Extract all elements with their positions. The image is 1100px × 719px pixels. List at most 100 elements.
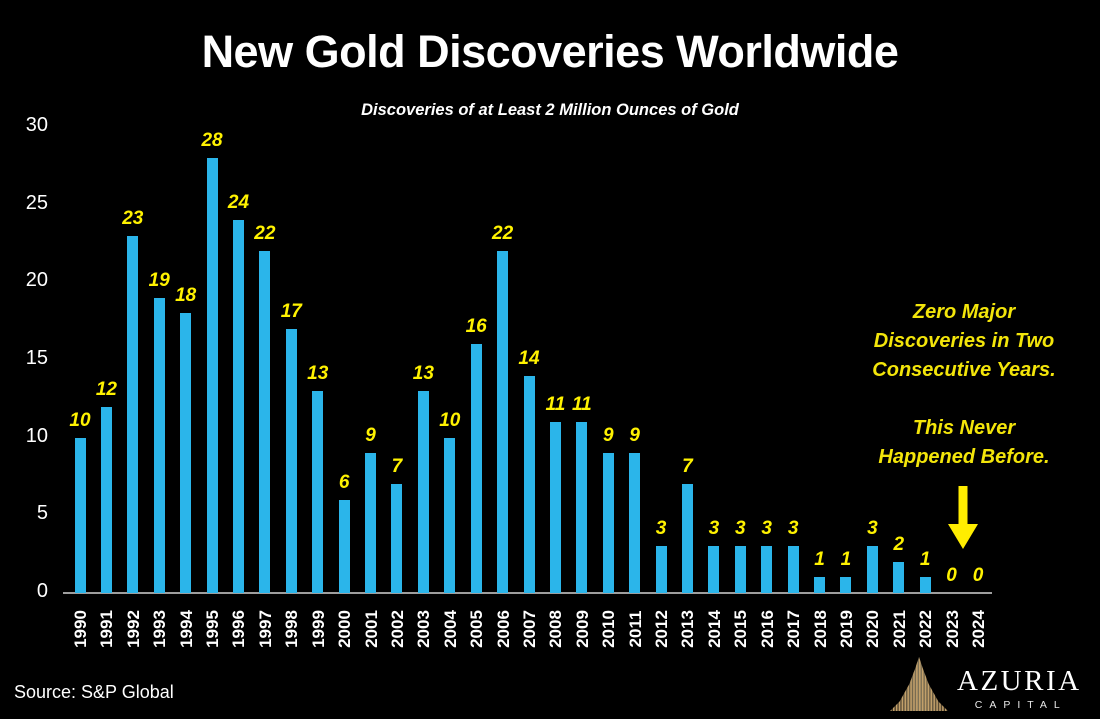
bar-1997 — [259, 251, 271, 593]
x-tick-label: 2005 — [467, 610, 487, 648]
annotation-block: Zero Major Discoveries in Two Consecutiv… — [856, 298, 1072, 472]
annotation-paragraph-1: Zero Major Discoveries in Two Consecutiv… — [856, 298, 1072, 385]
bar-value-label: 3 — [708, 518, 720, 540]
bar-value-label: 19 — [148, 269, 170, 291]
bar-value-label: 11 — [545, 394, 566, 416]
bar-2017 — [787, 546, 799, 593]
bar-2020 — [866, 546, 878, 593]
x-tick-label: 1996 — [229, 610, 249, 648]
company-logo: AZURIA CAPITAL — [890, 657, 1082, 711]
x-tick-label: 1998 — [282, 610, 302, 648]
x-tick-label: 1993 — [150, 610, 170, 648]
bar-value-label: 0 — [972, 565, 984, 586]
x-tick-label: 1992 — [123, 610, 143, 648]
bar-2010 — [602, 453, 614, 593]
bar-1995 — [206, 158, 218, 593]
gold-peak-rays-icon — [890, 657, 948, 711]
x-tick-label: 2004 — [440, 610, 460, 648]
bar-value-label: 9 — [365, 425, 376, 447]
bar-2007 — [523, 375, 535, 593]
bar-value-label: 16 — [465, 316, 487, 338]
bar-2018 — [814, 577, 826, 593]
annotation-line: Zero Major — [912, 301, 1016, 323]
bar-2012 — [655, 546, 667, 593]
x-tick-label: 2015 — [731, 610, 751, 648]
bar-2003 — [417, 391, 429, 593]
bar-value-label: 1 — [919, 549, 931, 571]
logo-name: AZURIA — [957, 665, 1082, 697]
x-tick-label: 2016 — [757, 610, 777, 648]
bar-2016 — [761, 546, 773, 593]
x-tick-label: 2010 — [599, 610, 619, 648]
y-tick-label: 25 — [25, 191, 48, 214]
bar-value-label: 1 — [814, 549, 825, 571]
annotation-line: Happened Before. — [878, 446, 1050, 468]
bar-value-label: 10 — [439, 409, 461, 431]
bar-2001 — [365, 453, 377, 593]
x-tick-label: 2008 — [546, 610, 566, 648]
bar-1994 — [180, 313, 192, 593]
annotation-line: This Never — [912, 417, 1016, 439]
bar-value-label: 3 — [655, 518, 667, 540]
y-tick-label: 10 — [25, 424, 48, 447]
x-tick-label: 2001 — [361, 610, 381, 648]
bar-2002 — [391, 484, 403, 593]
y-tick-label: 5 — [36, 502, 48, 525]
x-tick-label: 2020 — [863, 610, 883, 648]
bar-1998 — [285, 328, 297, 593]
bar-2021 — [893, 561, 905, 593]
x-tick-label: 2009 — [572, 610, 592, 648]
bar-value-label: 6 — [338, 471, 350, 493]
bar-2019 — [840, 577, 852, 593]
bar-value-label: 18 — [175, 285, 197, 307]
bar-value-label: 2 — [893, 533, 905, 555]
bar-value-label: 23 — [122, 207, 144, 229]
x-tick-label: 1997 — [255, 610, 275, 648]
x-tick-label: 2007 — [520, 610, 539, 648]
x-tick-label: 2002 — [387, 610, 407, 648]
bar-value-label: 17 — [280, 300, 302, 322]
x-tick-label: 2017 — [784, 610, 804, 648]
bar-1996 — [232, 220, 244, 593]
bar-value-label: 9 — [629, 425, 640, 447]
bar-value-label: 3 — [735, 518, 746, 540]
y-tick-label: 15 — [25, 347, 48, 369]
bar-value-label: 13 — [412, 363, 434, 385]
bar-1990 — [74, 437, 86, 593]
bar-value-label: 22 — [254, 223, 276, 245]
bar-2013 — [681, 484, 693, 593]
bar-value-label: 7 — [682, 456, 693, 478]
x-tick-label: 2018 — [810, 610, 830, 648]
bar-1999 — [312, 391, 324, 593]
bar-1993 — [153, 297, 165, 593]
x-tick-label: 1994 — [176, 610, 196, 648]
annotation-line: Discoveries in Two — [873, 330, 1055, 352]
y-tick-label: 20 — [25, 269, 48, 292]
bar-1991 — [100, 406, 112, 593]
bar-value-label: 0 — [946, 565, 957, 586]
bar-2004 — [444, 437, 456, 593]
x-tick-label: 2012 — [652, 610, 672, 648]
chart-subtitle: Discoveries of at Least 2 Million Ounces… — [361, 101, 739, 119]
bar-value-label: 3 — [761, 518, 772, 540]
x-tick-label: 2003 — [414, 610, 434, 648]
bar-1992 — [127, 235, 139, 593]
bar-value-label: 1 — [840, 549, 852, 571]
x-tick-label: 2024 — [969, 610, 988, 648]
annotation-line: Consecutive Years. — [872, 359, 1056, 381]
annotation-paragraph-2: This Never Happened Before. — [856, 414, 1072, 472]
bar-2008 — [549, 422, 561, 593]
bar-value-label: 24 — [227, 192, 250, 214]
x-tick-label: 2006 — [493, 610, 513, 648]
down-arrow-icon — [948, 486, 978, 549]
source-text: Source: S&P Global — [14, 682, 174, 702]
bar-value-label: 3 — [867, 518, 878, 540]
bar-value-label: 11 — [571, 394, 592, 416]
x-tick-label: 1991 — [97, 610, 117, 648]
x-tick-label: 2013 — [678, 610, 698, 648]
bar-value-label: 14 — [518, 347, 540, 369]
bar-value-label: 7 — [391, 456, 403, 478]
x-tick-label: 2023 — [942, 610, 962, 648]
x-tick-label: 2021 — [889, 610, 909, 648]
